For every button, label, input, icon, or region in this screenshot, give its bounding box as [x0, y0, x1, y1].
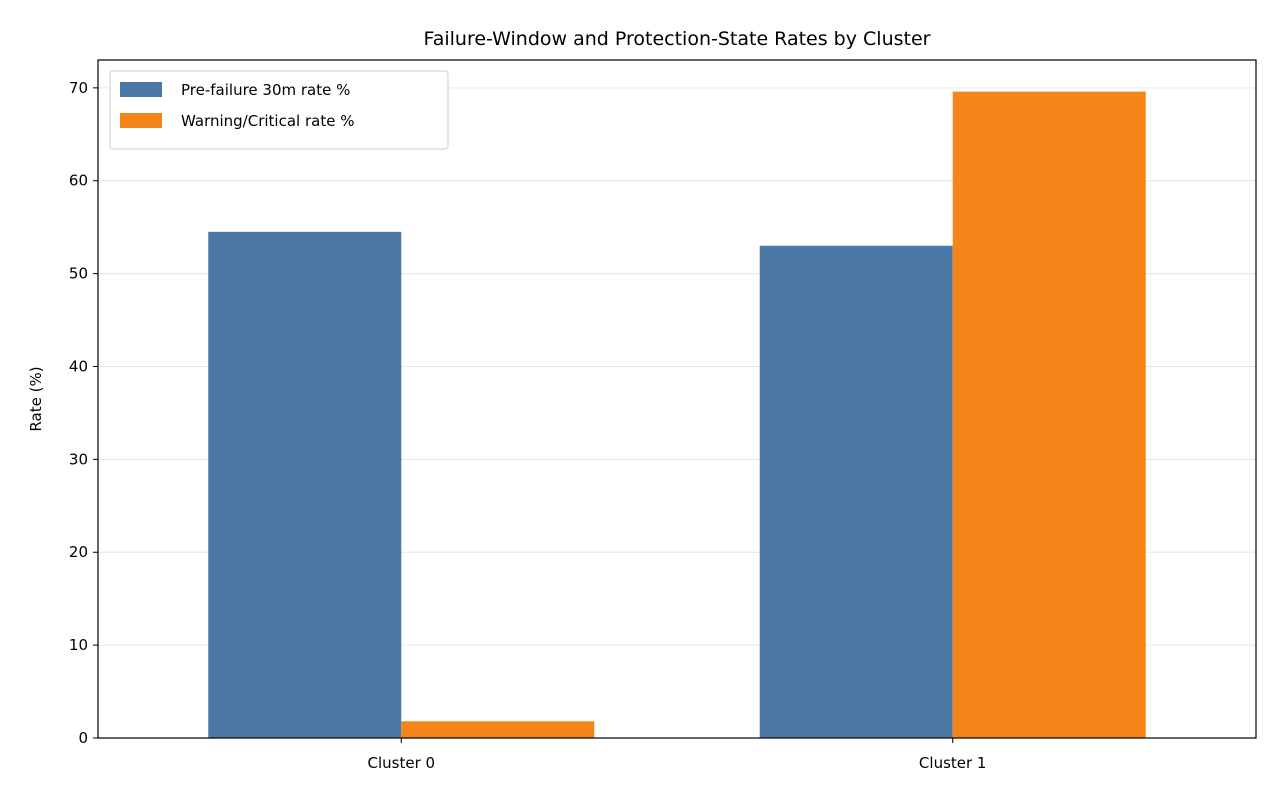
- legend-label: Pre-failure 30m rate %: [181, 81, 350, 99]
- y-tick-label: 30: [69, 450, 88, 468]
- chart-title: Failure-Window and Protection-State Rate…: [424, 28, 931, 50]
- y-tick-label: 60: [69, 172, 88, 190]
- y-tick-label: 20: [69, 543, 88, 561]
- bar: [208, 231, 402, 739]
- bar: [759, 245, 953, 738]
- bars: [208, 91, 1146, 739]
- y-tick-label: 0: [78, 729, 88, 747]
- y-tick-label: 50: [69, 265, 88, 283]
- y-tick-label: 70: [69, 79, 88, 97]
- y-tick-label: 40: [69, 357, 88, 375]
- y-axis-label: Rate (%): [27, 366, 45, 431]
- legend-label: Warning/Critical rate %: [181, 112, 354, 130]
- legend-swatch: [120, 113, 162, 128]
- x-tick-label: Cluster 0: [368, 754, 436, 772]
- x-tick-label: Cluster 1: [919, 754, 987, 772]
- y-tick-label: 10: [69, 636, 88, 654]
- axes: 0 10 20 30 40 50 60 70 Cluster 0 Cluster 1: [69, 59, 1257, 772]
- legend-swatch: [120, 82, 162, 97]
- legend: Pre-failure 30m rate % Warning/Critical r…: [109, 70, 449, 150]
- legend-frame: [109, 70, 449, 150]
- plot-frame: [97, 59, 1257, 739]
- bar: [952, 91, 1146, 739]
- bar: [401, 721, 595, 738]
